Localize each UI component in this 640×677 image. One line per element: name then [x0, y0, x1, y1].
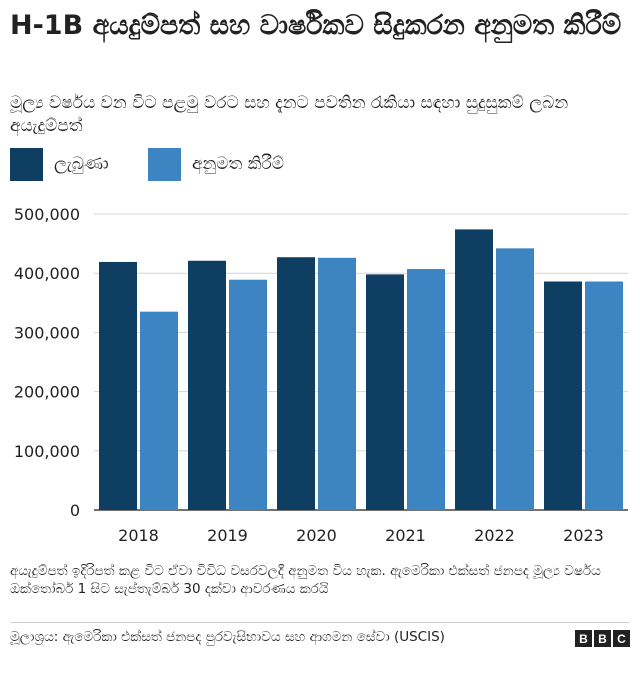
bar-2018-approved	[140, 311, 178, 510]
bar-2019-received	[188, 260, 226, 510]
bar-2021-approved	[407, 269, 445, 510]
bar-2023-approved	[585, 281, 623, 510]
bbc-logo-letter: B	[575, 630, 592, 647]
bar-2023-received	[544, 281, 582, 510]
bar-2018-received	[99, 261, 137, 510]
bar-2020-approved	[318, 257, 356, 510]
bar-2019-approved	[229, 279, 267, 510]
legend-label-approved: අනුමත කිරීම්	[192, 154, 285, 174]
bbc-logo: B B C	[575, 630, 630, 647]
y-tick-label: 0	[70, 501, 80, 520]
x-tick-label: 2021	[385, 526, 426, 545]
chart-subtitle: මූල්‍ය වර්ෂය වන විට පළමු වරට සහ දැනට පවත…	[10, 93, 569, 136]
footer-divider	[10, 622, 630, 623]
y-tick-label: 200,000	[14, 383, 80, 402]
bar-2022-received	[455, 229, 493, 510]
x-tick-label: 2023	[563, 526, 604, 545]
bbc-logo-letter: C	[613, 630, 630, 647]
legend-item-received: ලැබුණා	[10, 147, 109, 181]
y-tick-label: 300,000	[14, 323, 80, 342]
x-tick-label: 2022	[474, 526, 515, 545]
legend-item-approved: අනුමත කිරීම්	[148, 147, 284, 181]
x-tick-label: 2020	[296, 526, 337, 545]
legend-swatch-approved	[148, 147, 181, 181]
bar-2022-approved	[496, 248, 534, 510]
x-tick-label: 2019	[207, 526, 248, 545]
y-tick-label: 400,000	[14, 264, 80, 283]
footnote: අයැදුම්පත් ඉදිරිපත් කළ විට ඒවා විවිධ වසර…	[10, 563, 601, 597]
x-tick-label: 2018	[118, 526, 159, 545]
legend-swatch-received	[10, 147, 43, 181]
legend-label-received: ලැබුණා	[54, 154, 109, 174]
chart-title: H-1B අයදුම්පත් සහ වාර්ෂිකව සිදුකරන අනුමත…	[10, 10, 622, 41]
bar-2021-received	[366, 274, 404, 510]
bar-chart: 0 100,000 200,000 300,000 400,000 500,000 2018…	[14, 205, 628, 545]
y-tick-label: 100,000	[14, 442, 80, 461]
source-text: මූලාශ්‍රය: ඇමෙරිකා එක්සත් ජනපද පුරවැසිභා…	[10, 629, 445, 645]
bbc-logo-letter: B	[594, 630, 611, 647]
bar-2020-received	[277, 257, 315, 510]
y-tick-label: 500,000	[14, 205, 80, 224]
